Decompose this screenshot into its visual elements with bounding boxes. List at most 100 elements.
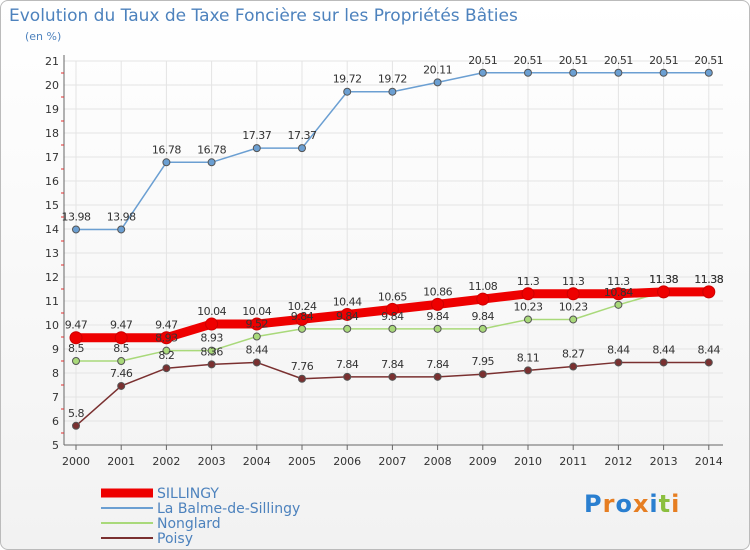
data-label: 7.46 (110, 367, 133, 380)
data-point (298, 324, 306, 333)
data-label: 9.84 (426, 310, 449, 323)
y-tick-label: 19 (45, 103, 59, 116)
data-label: 11.38 (694, 273, 723, 286)
data-label: 9.84 (381, 310, 404, 323)
data-label: 11.3 (607, 275, 630, 288)
data-point (298, 374, 306, 383)
data-point (566, 287, 580, 301)
data-point (524, 68, 532, 77)
data-label: 11.3 (517, 275, 540, 288)
data-label: 8.44 (698, 343, 721, 356)
data-point (252, 358, 261, 367)
data-point (478, 370, 487, 379)
data-point (388, 324, 397, 333)
legend-label: Nonglard (157, 516, 221, 532)
data-label: 8.44 (652, 343, 675, 356)
data-label: 10.04 (197, 305, 226, 318)
data-label: 11.38 (649, 273, 678, 286)
data-point (343, 324, 352, 333)
data-label: 17.37 (242, 129, 271, 142)
data-point (478, 324, 487, 333)
data-label: 8.93 (200, 332, 223, 345)
data-label: 20.51 (468, 54, 497, 67)
data-label: 10.04 (242, 305, 271, 318)
data-point (250, 317, 264, 331)
data-point (205, 317, 219, 331)
y-tick-label: 9 (52, 343, 59, 356)
data-point (657, 285, 671, 299)
chart-subtitle: (en %) (25, 30, 62, 43)
data-label: 10.84 (604, 286, 633, 299)
data-label: 11.38 (694, 273, 723, 286)
y-tick-label: 16 (45, 175, 59, 188)
y-tick-label: 15 (45, 199, 59, 212)
data-label: 11.08 (468, 280, 497, 293)
data-label: 9.84 (291, 310, 314, 323)
x-tick-label: 2007 (378, 455, 406, 468)
y-tick-label: 17 (45, 151, 59, 164)
data-point (114, 331, 128, 345)
data-point (207, 346, 216, 355)
data-label: 8.44 (246, 343, 269, 356)
y-tick-label: 5 (52, 439, 59, 452)
data-label: 20.51 (559, 54, 588, 67)
data-point (614, 68, 623, 77)
data-label: 20.51 (604, 54, 633, 67)
data-point (388, 87, 397, 96)
data-label: 20.51 (514, 54, 543, 67)
data-label: 9.47 (65, 319, 88, 332)
x-tick-label: 2014 (695, 455, 723, 468)
legend-label: SILLINGY (157, 486, 219, 502)
data-point (69, 331, 83, 345)
data-label: 16.78 (197, 143, 226, 156)
data-label: 9.84 (472, 310, 495, 323)
data-label: 8.36 (200, 345, 223, 358)
data-point (524, 315, 532, 324)
data-label: 19.72 (378, 73, 407, 86)
logo-letter: x (632, 490, 650, 518)
data-label: 10.44 (333, 295, 362, 308)
y-tick-label: 13 (45, 247, 59, 260)
proxiti-logo: Proxiti (584, 490, 680, 518)
data-label: 9.84 (336, 310, 359, 323)
data-point (569, 68, 578, 77)
data-point (252, 144, 261, 153)
data-point (433, 324, 442, 333)
data-label: 8.5 (68, 342, 84, 355)
data-point (433, 78, 442, 87)
y-tick-label: 8 (52, 367, 59, 380)
data-label: 10.24 (288, 300, 317, 313)
data-point (343, 372, 352, 381)
data-point (704, 68, 713, 77)
x-tick-label: 2010 (514, 455, 542, 468)
data-point (659, 68, 668, 77)
data-point (702, 285, 716, 299)
data-point (521, 287, 535, 301)
y-tick-label: 21 (45, 55, 59, 68)
data-label: 7.84 (426, 358, 449, 371)
y-tick-label: 7 (52, 391, 59, 404)
x-tick-label: 2001 (107, 455, 135, 468)
chart-title: Evolution du Taux de Taxe Foncière sur l… (9, 6, 518, 26)
data-point (72, 357, 80, 365)
data-label: 13.98 (62, 210, 91, 223)
y-tick-label: 11 (45, 295, 59, 308)
x-tick-label: 2013 (650, 455, 678, 468)
x-tick-label: 2008 (424, 455, 452, 468)
x-tick-label: 2000 (62, 455, 90, 468)
data-point (388, 372, 397, 381)
y-tick-label: 12 (45, 271, 59, 284)
x-tick-label: 2012 (604, 455, 632, 468)
data-point (117, 381, 126, 390)
data-point (524, 366, 532, 375)
x-tick-label: 2002 (152, 455, 180, 468)
data-label: 7.84 (381, 358, 404, 371)
y-tick-label: 10 (45, 319, 59, 332)
data-point (611, 287, 625, 301)
data-point (117, 357, 126, 365)
data-point (614, 300, 623, 309)
data-label: 5.8 (68, 407, 84, 420)
data-point (343, 87, 352, 96)
data-label: 7.76 (291, 360, 314, 373)
